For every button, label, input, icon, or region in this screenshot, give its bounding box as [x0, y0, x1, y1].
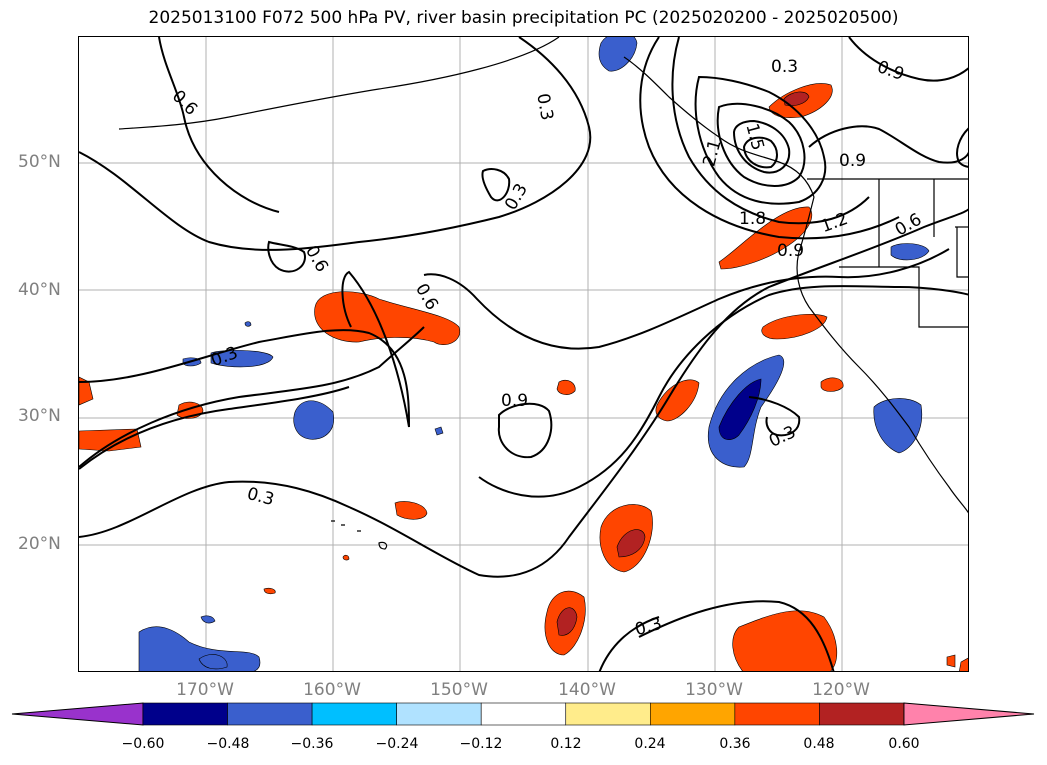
pv-contour-1.5	[671, 37, 870, 225]
pv-contour-1.2	[639, 37, 900, 240]
colorbar-segment	[227, 702, 313, 726]
precip-patch	[314, 291, 461, 346]
pv-contour-closed-0.9	[497, 402, 553, 459]
pv-contour-east-edge	[956, 127, 968, 168]
coastlines	[118, 37, 968, 550]
pv-contour-0.6-north	[158, 37, 280, 213]
colorbar-segment	[142, 702, 228, 726]
contour-label: 0.9	[777, 241, 805, 261]
lon-label-160w: 160°W	[303, 680, 361, 700]
colorbar-segment	[819, 702, 905, 726]
lat-label-20n: 20°N	[18, 534, 61, 554]
colorbar-tick-label: 0.48	[803, 736, 835, 752]
pv-contour-0.6-mid	[79, 326, 425, 468]
pv-contour-0.3-east	[748, 396, 801, 437]
alaska-coast	[118, 37, 560, 130]
colorbar-tick-label: −0.60	[121, 736, 165, 752]
positive-precip-shading	[79, 83, 968, 671]
contour-label: 0.3	[771, 57, 799, 77]
lon-label-140w: 140°W	[558, 680, 616, 700]
colorbar-segment	[565, 702, 651, 726]
colorbar-segment	[311, 702, 397, 726]
colorbar-tick-label: 0.24	[634, 736, 666, 752]
pv-contour-0.9-east	[478, 285, 968, 498]
pv-contour-0.3-south-west	[79, 386, 350, 470]
colorbar-extend-high	[903, 702, 1035, 726]
hawaii-island	[378, 541, 388, 550]
pv-contours	[79, 37, 968, 671]
colorbar-tick-label: −0.12	[459, 736, 503, 752]
lat-label-30n: 30°N	[18, 406, 61, 426]
lon-label-150w: 150°W	[430, 680, 488, 700]
us-west-coast	[796, 196, 968, 514]
contour-label: 0.9	[839, 151, 867, 171]
lon-label-170w: 170°W	[176, 680, 234, 700]
pv-contour-0.6-east	[423, 248, 950, 350]
map-title: 2025013100 F072 500 hPa PV, river basin …	[148, 8, 899, 28]
map-panel: 0.6 0.3 0.3 0.6 0.6 0.3 0.9 0.3 0.3 0.3 …	[78, 36, 969, 672]
lat-label-50n: 50°N	[18, 152, 61, 172]
pv-contour-0.6	[79, 37, 592, 251]
colorbar-segment	[480, 702, 567, 726]
colorbar-tick-label: 0.36	[719, 736, 751, 752]
pv-contour-0.9-north	[848, 37, 968, 82]
pv-contour-0.3-far-south	[598, 616, 660, 671]
colorbar-tick-label: −0.48	[206, 736, 250, 752]
map-canvas	[79, 37, 968, 671]
hawaii-chain	[331, 520, 361, 532]
negative-precip-shading	[138, 37, 930, 671]
contour-label: 0.9	[501, 391, 529, 411]
pv-contour-0.9-ne	[808, 125, 968, 164]
colorbar-extend-low	[11, 702, 144, 726]
colorbar-tick-label: 0.12	[550, 736, 582, 752]
state-border-ee2	[956, 227, 968, 278]
pv-contour-closed-0.3	[481, 168, 511, 202]
lon-label-120w: 120°W	[812, 680, 870, 700]
colorbar-tick-label: −0.24	[375, 736, 419, 752]
pv-contour-0.3-south-east	[638, 600, 835, 671]
pv-contour-0.3-south	[79, 208, 968, 578]
bc-coast	[623, 56, 815, 198]
colorbar-segment	[734, 702, 820, 726]
pv-contour-2.4	[732, 119, 791, 174]
lat-label-40n: 40°N	[18, 280, 61, 300]
graticule	[79, 37, 968, 671]
colorbar	[11, 702, 1035, 726]
colorbar-tick-label: 0.60	[888, 736, 920, 752]
colorbar-segments	[11, 702, 1035, 726]
colorbar-segment	[396, 702, 482, 726]
colorbar-segment	[649, 702, 736, 726]
pv-contour-2.7	[742, 136, 778, 169]
pv-contour-0.3-west	[79, 270, 410, 428]
contour-label: 1.8	[739, 209, 767, 229]
lon-label-130w: 130°W	[685, 680, 743, 700]
colorbar-tick-label: −0.36	[290, 736, 334, 752]
pv-contour-1.8	[694, 75, 827, 205]
pv-contour-2.1	[716, 102, 806, 187]
pv-contour-closed-0.6	[267, 240, 306, 273]
